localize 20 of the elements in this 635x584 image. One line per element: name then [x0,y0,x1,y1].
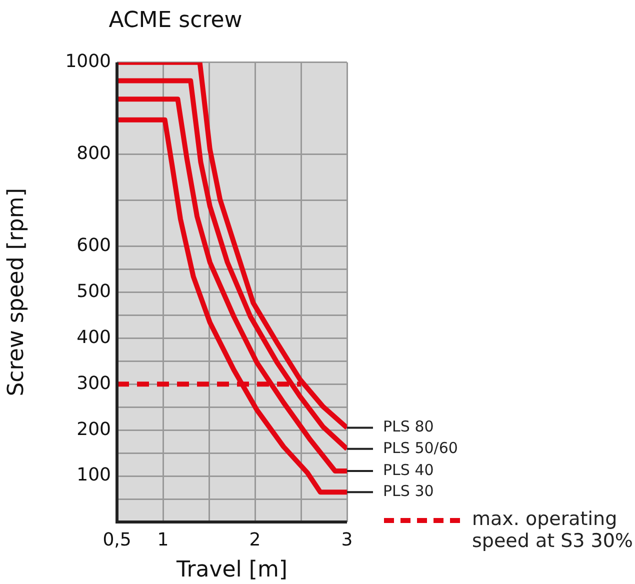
text: PLS 80 [383,418,434,436]
text: PLS 40 [383,460,434,479]
y-axis-title: Screw speed [rpm] [4,188,29,396]
x-tick-label: 0,5 [102,529,132,550]
text: PLS 50/60 [383,438,458,457]
y-tick-label: 500 [76,280,111,302]
y-tick-label: 1000 [65,51,111,72]
y-tick-label: 100 [76,464,111,486]
y-tick-label: 300 [76,372,111,394]
x-tick-label: 2 [249,529,261,550]
x-tick-label: 1 [157,529,169,550]
legend-label: max. operating speed at S3 30% [472,508,634,552]
y-tick-label: 400 [76,326,111,348]
y-tick-label: 800 [76,142,111,164]
chart-title: ACME screw [108,8,242,33]
y-tick-label: 600 [76,234,111,256]
y-tick-label: 200 [76,418,111,440]
text: PLS 30 [383,482,434,500]
x-tick-label: 3 [341,529,353,550]
x-axis-title: Travel [m] [176,558,288,583]
